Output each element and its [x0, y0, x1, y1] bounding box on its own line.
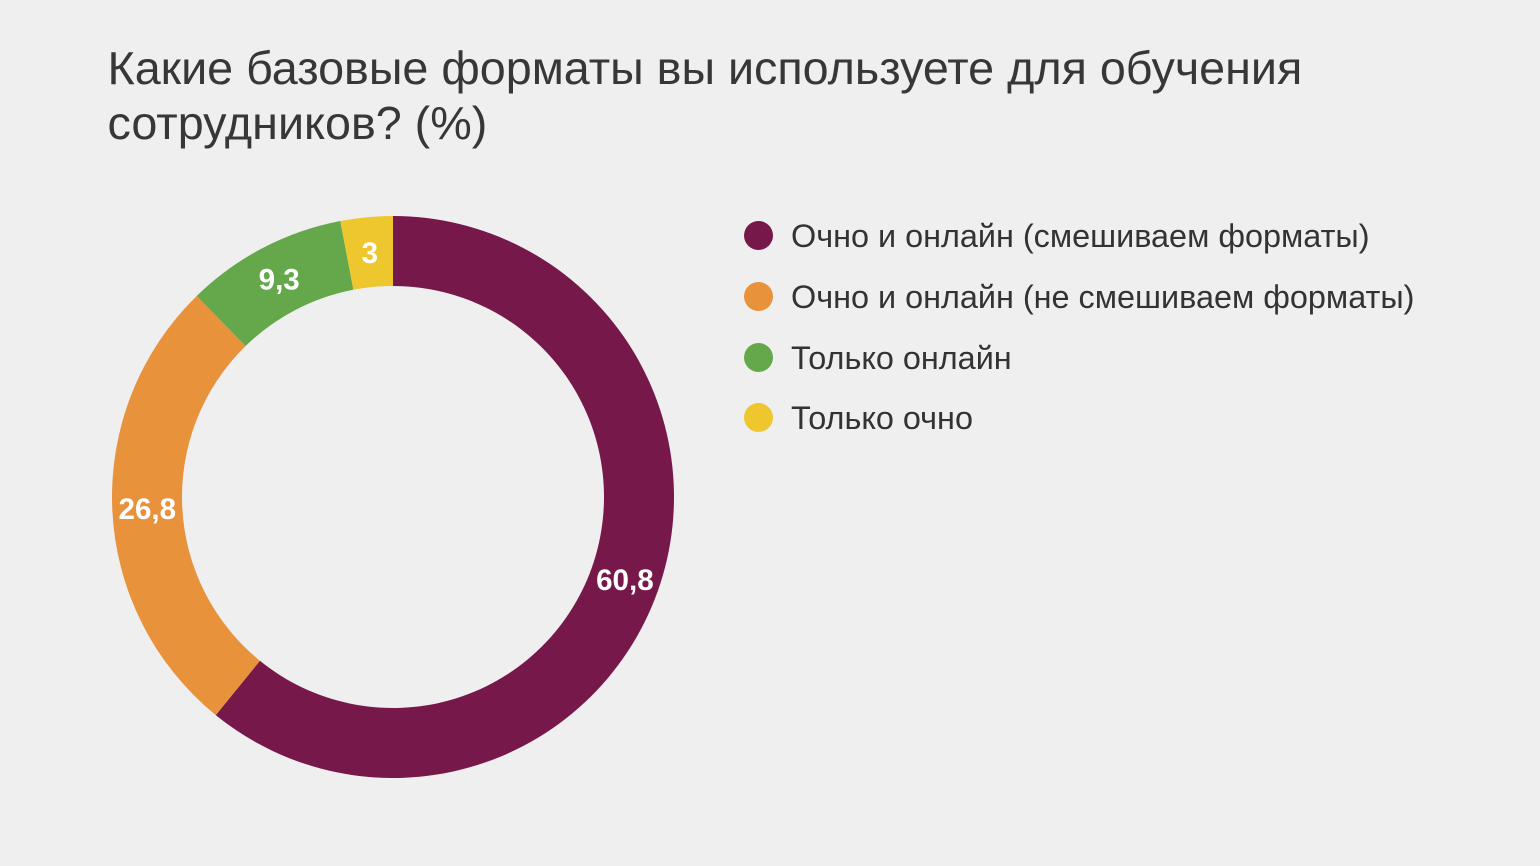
svg-text:9,3: 9,3 [259, 264, 300, 297]
svg-text:26,8: 26,8 [118, 493, 176, 526]
svg-text:60,8: 60,8 [596, 564, 654, 597]
svg-text:3: 3 [362, 237, 378, 270]
